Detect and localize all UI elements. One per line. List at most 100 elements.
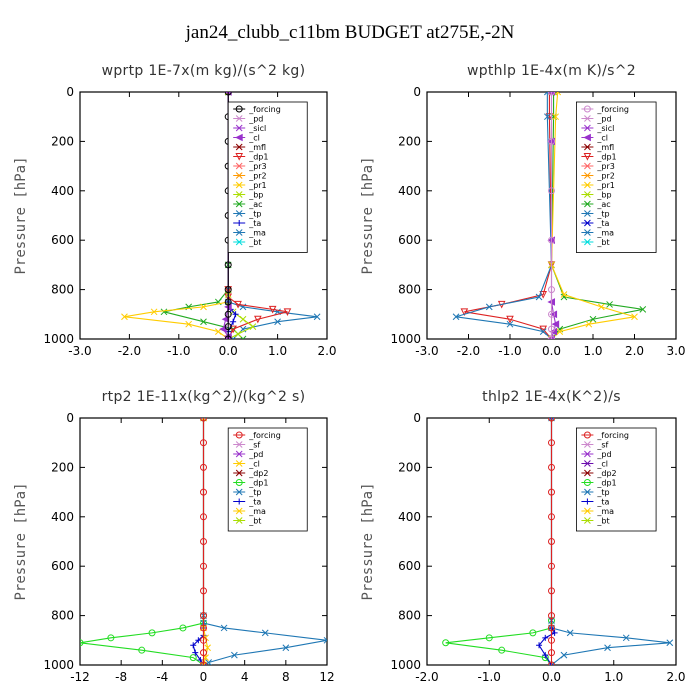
x-tick-label: -3.0 bbox=[68, 344, 91, 358]
series-marker bbox=[548, 661, 555, 665]
legend-label: _pr2 bbox=[248, 172, 266, 181]
x-tick-label: 0.0 bbox=[542, 344, 561, 358]
legend-label: _bp bbox=[596, 191, 611, 200]
series-marker bbox=[506, 315, 514, 324]
legend-label: _pd bbox=[596, 450, 611, 459]
series-marker bbox=[200, 612, 207, 620]
series-marker bbox=[535, 293, 543, 301]
legend-marker bbox=[235, 460, 243, 467]
x-tick-label: -1.0 bbox=[478, 670, 501, 684]
y-tick-label: 1000 bbox=[390, 332, 421, 346]
series-marker bbox=[548, 463, 555, 471]
x-tick-label: -4 bbox=[156, 670, 168, 684]
legend-label: _ma bbox=[248, 507, 266, 516]
series-marker bbox=[200, 463, 207, 471]
legend-label: _dp2 bbox=[248, 469, 268, 478]
legend-label: _tp bbox=[596, 210, 609, 219]
series-marker bbox=[224, 286, 232, 294]
legend-marker bbox=[584, 469, 591, 477]
series-marker bbox=[485, 303, 493, 311]
series-marker bbox=[200, 303, 207, 311]
series-marker bbox=[548, 286, 555, 294]
series-marker bbox=[239, 315, 247, 323]
x-tick-label: 0.0 bbox=[542, 670, 561, 684]
legend-label: _dp1 bbox=[596, 153, 616, 162]
series-marker bbox=[442, 639, 450, 647]
y-tick-label: 1000 bbox=[43, 658, 74, 672]
legend-label: _ta bbox=[248, 498, 261, 507]
legend-label: _pr1 bbox=[596, 181, 614, 190]
series-marker bbox=[313, 313, 321, 321]
series-marker bbox=[121, 313, 128, 321]
legend-marker bbox=[583, 133, 591, 142]
figure-suptitle: jan24_clubb_c11bm BUDGET at275E,-2N bbox=[185, 22, 515, 43]
legend-label: _ac bbox=[248, 200, 262, 209]
x-tick-label: 0 bbox=[200, 670, 208, 684]
legend-marker bbox=[235, 441, 243, 448]
x-tick-label: -2.0 bbox=[118, 344, 141, 358]
legend-marker bbox=[584, 229, 591, 236]
series-marker bbox=[200, 418, 207, 422]
legend-marker bbox=[235, 124, 243, 132]
y-tick-label: 400 bbox=[398, 184, 421, 198]
series-marker bbox=[179, 624, 187, 632]
legend-box bbox=[227, 101, 308, 253]
legend-marker bbox=[235, 488, 243, 496]
y-tick-label: 600 bbox=[51, 559, 74, 573]
series-marker bbox=[200, 488, 207, 496]
legend-marker bbox=[235, 200, 243, 208]
x-tick-label: 3.0 bbox=[666, 344, 685, 358]
legend-label: _dp1 bbox=[248, 153, 268, 162]
legend-marker bbox=[584, 143, 591, 151]
legend-marker bbox=[584, 238, 591, 246]
series-marker bbox=[204, 644, 211, 652]
series-marker bbox=[548, 325, 555, 333]
series-marker bbox=[185, 320, 193, 328]
legend-label: _forcing bbox=[248, 431, 281, 440]
y-tick-label: 400 bbox=[51, 184, 74, 198]
legend-marker bbox=[235, 479, 243, 486]
legend-label: _sicl bbox=[596, 124, 614, 133]
y-tick-label: 400 bbox=[51, 510, 74, 524]
chart-panel: thlp2 1E-4x(K^2)/s Pressure [hPa] -2.0 -1.0… bbox=[360, 389, 686, 684]
legend-label: _dp1 bbox=[248, 479, 268, 488]
legend-marker bbox=[235, 153, 244, 161]
x-tick-label: 12 bbox=[319, 670, 334, 684]
legend-label: _pr1 bbox=[248, 181, 266, 190]
series-marker bbox=[543, 113, 551, 121]
series-marker bbox=[190, 642, 197, 649]
series-line bbox=[455, 92, 553, 339]
legend-label: _dp1 bbox=[596, 479, 616, 488]
x-tick-label: -2.0 bbox=[457, 344, 480, 358]
legend-label: _ac bbox=[596, 200, 610, 209]
series-marker bbox=[589, 315, 597, 323]
panel-title: thlp2 1E-4x(K^2)/s bbox=[482, 389, 621, 405]
plot-area bbox=[442, 418, 674, 665]
legend-marker bbox=[584, 200, 591, 208]
panel-title: rtp2 1E-11x(kg^2)/(kg^2 s) bbox=[102, 389, 306, 405]
series-marker bbox=[548, 187, 555, 195]
legend-marker bbox=[584, 460, 591, 467]
series-marker bbox=[231, 651, 238, 659]
series-marker bbox=[200, 661, 207, 665]
series-marker bbox=[548, 488, 555, 496]
legend-marker bbox=[235, 133, 243, 142]
legend-marker bbox=[584, 517, 591, 524]
y-tick-label: 1000 bbox=[390, 658, 421, 672]
legend-marker bbox=[235, 162, 243, 170]
panel-title: wpthlp 1E-4x(m K)/s^2 bbox=[467, 63, 636, 79]
x-tick-label: 1.0 bbox=[583, 344, 602, 358]
y-tick-label: 600 bbox=[51, 233, 74, 247]
x-tick-label: 1.0 bbox=[268, 344, 287, 358]
legend-label: _ta bbox=[596, 498, 609, 507]
legend-marker bbox=[235, 172, 243, 179]
series-marker bbox=[622, 634, 630, 642]
legend-label: _ma bbox=[248, 229, 266, 238]
legend-marker bbox=[583, 105, 591, 113]
legend-label: _forcing bbox=[248, 105, 281, 114]
legend-label: _bt bbox=[596, 517, 609, 526]
series-marker bbox=[485, 634, 493, 642]
series-marker bbox=[200, 562, 207, 570]
x-tick-label: 0.0 bbox=[219, 344, 238, 358]
